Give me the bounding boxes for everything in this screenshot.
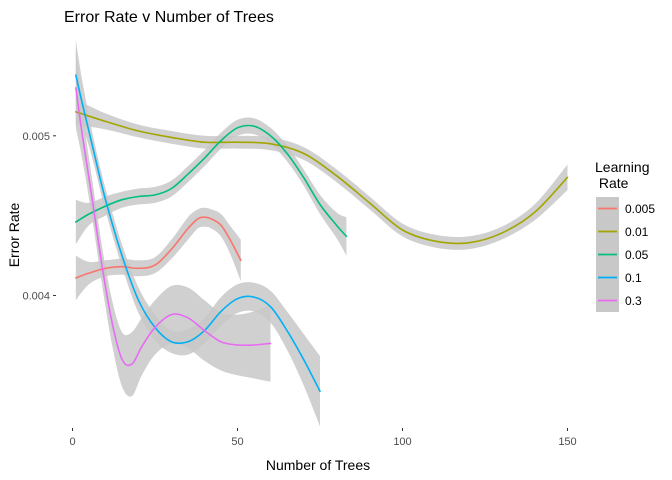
x-axis-title: Number of Trees (266, 457, 370, 473)
y-axis-title: Error Rate (6, 203, 22, 268)
series-line-0-3 (75, 87, 272, 367)
confidence-band-0-01 (75, 99, 568, 250)
legend-item-0-01: 0.01 (596, 220, 649, 243)
x-tick-label: 100 (393, 436, 411, 448)
confidence-band-0-1 (75, 40, 320, 427)
series-line-0-01 (75, 111, 569, 245)
legend-item-0-3: 0.3 (596, 289, 642, 312)
legend-keys: 0.005 0.01 0.05 0.1 0.3 (596, 197, 655, 312)
series-line-0-1 (75, 74, 321, 393)
series-line-0-005 (75, 216, 242, 279)
legend-item-0-1: 0.1 (596, 266, 642, 289)
x-tick-label: 0 (69, 436, 75, 448)
confidence-band-0-3 (75, 48, 271, 397)
x-tick-label: 150 (558, 436, 576, 448)
series-lines (75, 74, 569, 393)
chart-title: Error Rate v Number of Trees (64, 9, 274, 26)
legend-label: 0.1 (625, 271, 642, 285)
confidence-band-0-05 (75, 117, 347, 256)
x-tick-label: 50 (231, 436, 243, 448)
legend-label: 0.01 (625, 225, 649, 239)
y-tick-label: 0.005 (22, 131, 50, 143)
y-tick-label: 0.004 (22, 290, 50, 302)
series-line-0-05 (75, 124, 348, 238)
x-axis: 0 50 100 150 (69, 428, 577, 448)
legend: Learning Rate 0.005 0.01 0.05 0.1 0.3 (595, 159, 655, 312)
legend-item-0-005: 0.005 (596, 197, 655, 220)
legend-label: 0.05 (625, 248, 649, 262)
legend-title-line-2: Rate (595, 175, 629, 191)
legend-item-0-05: 0.05 (596, 243, 649, 266)
y-axis: 0.004 0.005 (22, 131, 56, 302)
legend-label: 0.3 (625, 294, 642, 308)
confidence-bands (75, 40, 568, 427)
legend-label: 0.005 (625, 202, 655, 216)
legend-title-line-1: Learning (595, 159, 650, 175)
